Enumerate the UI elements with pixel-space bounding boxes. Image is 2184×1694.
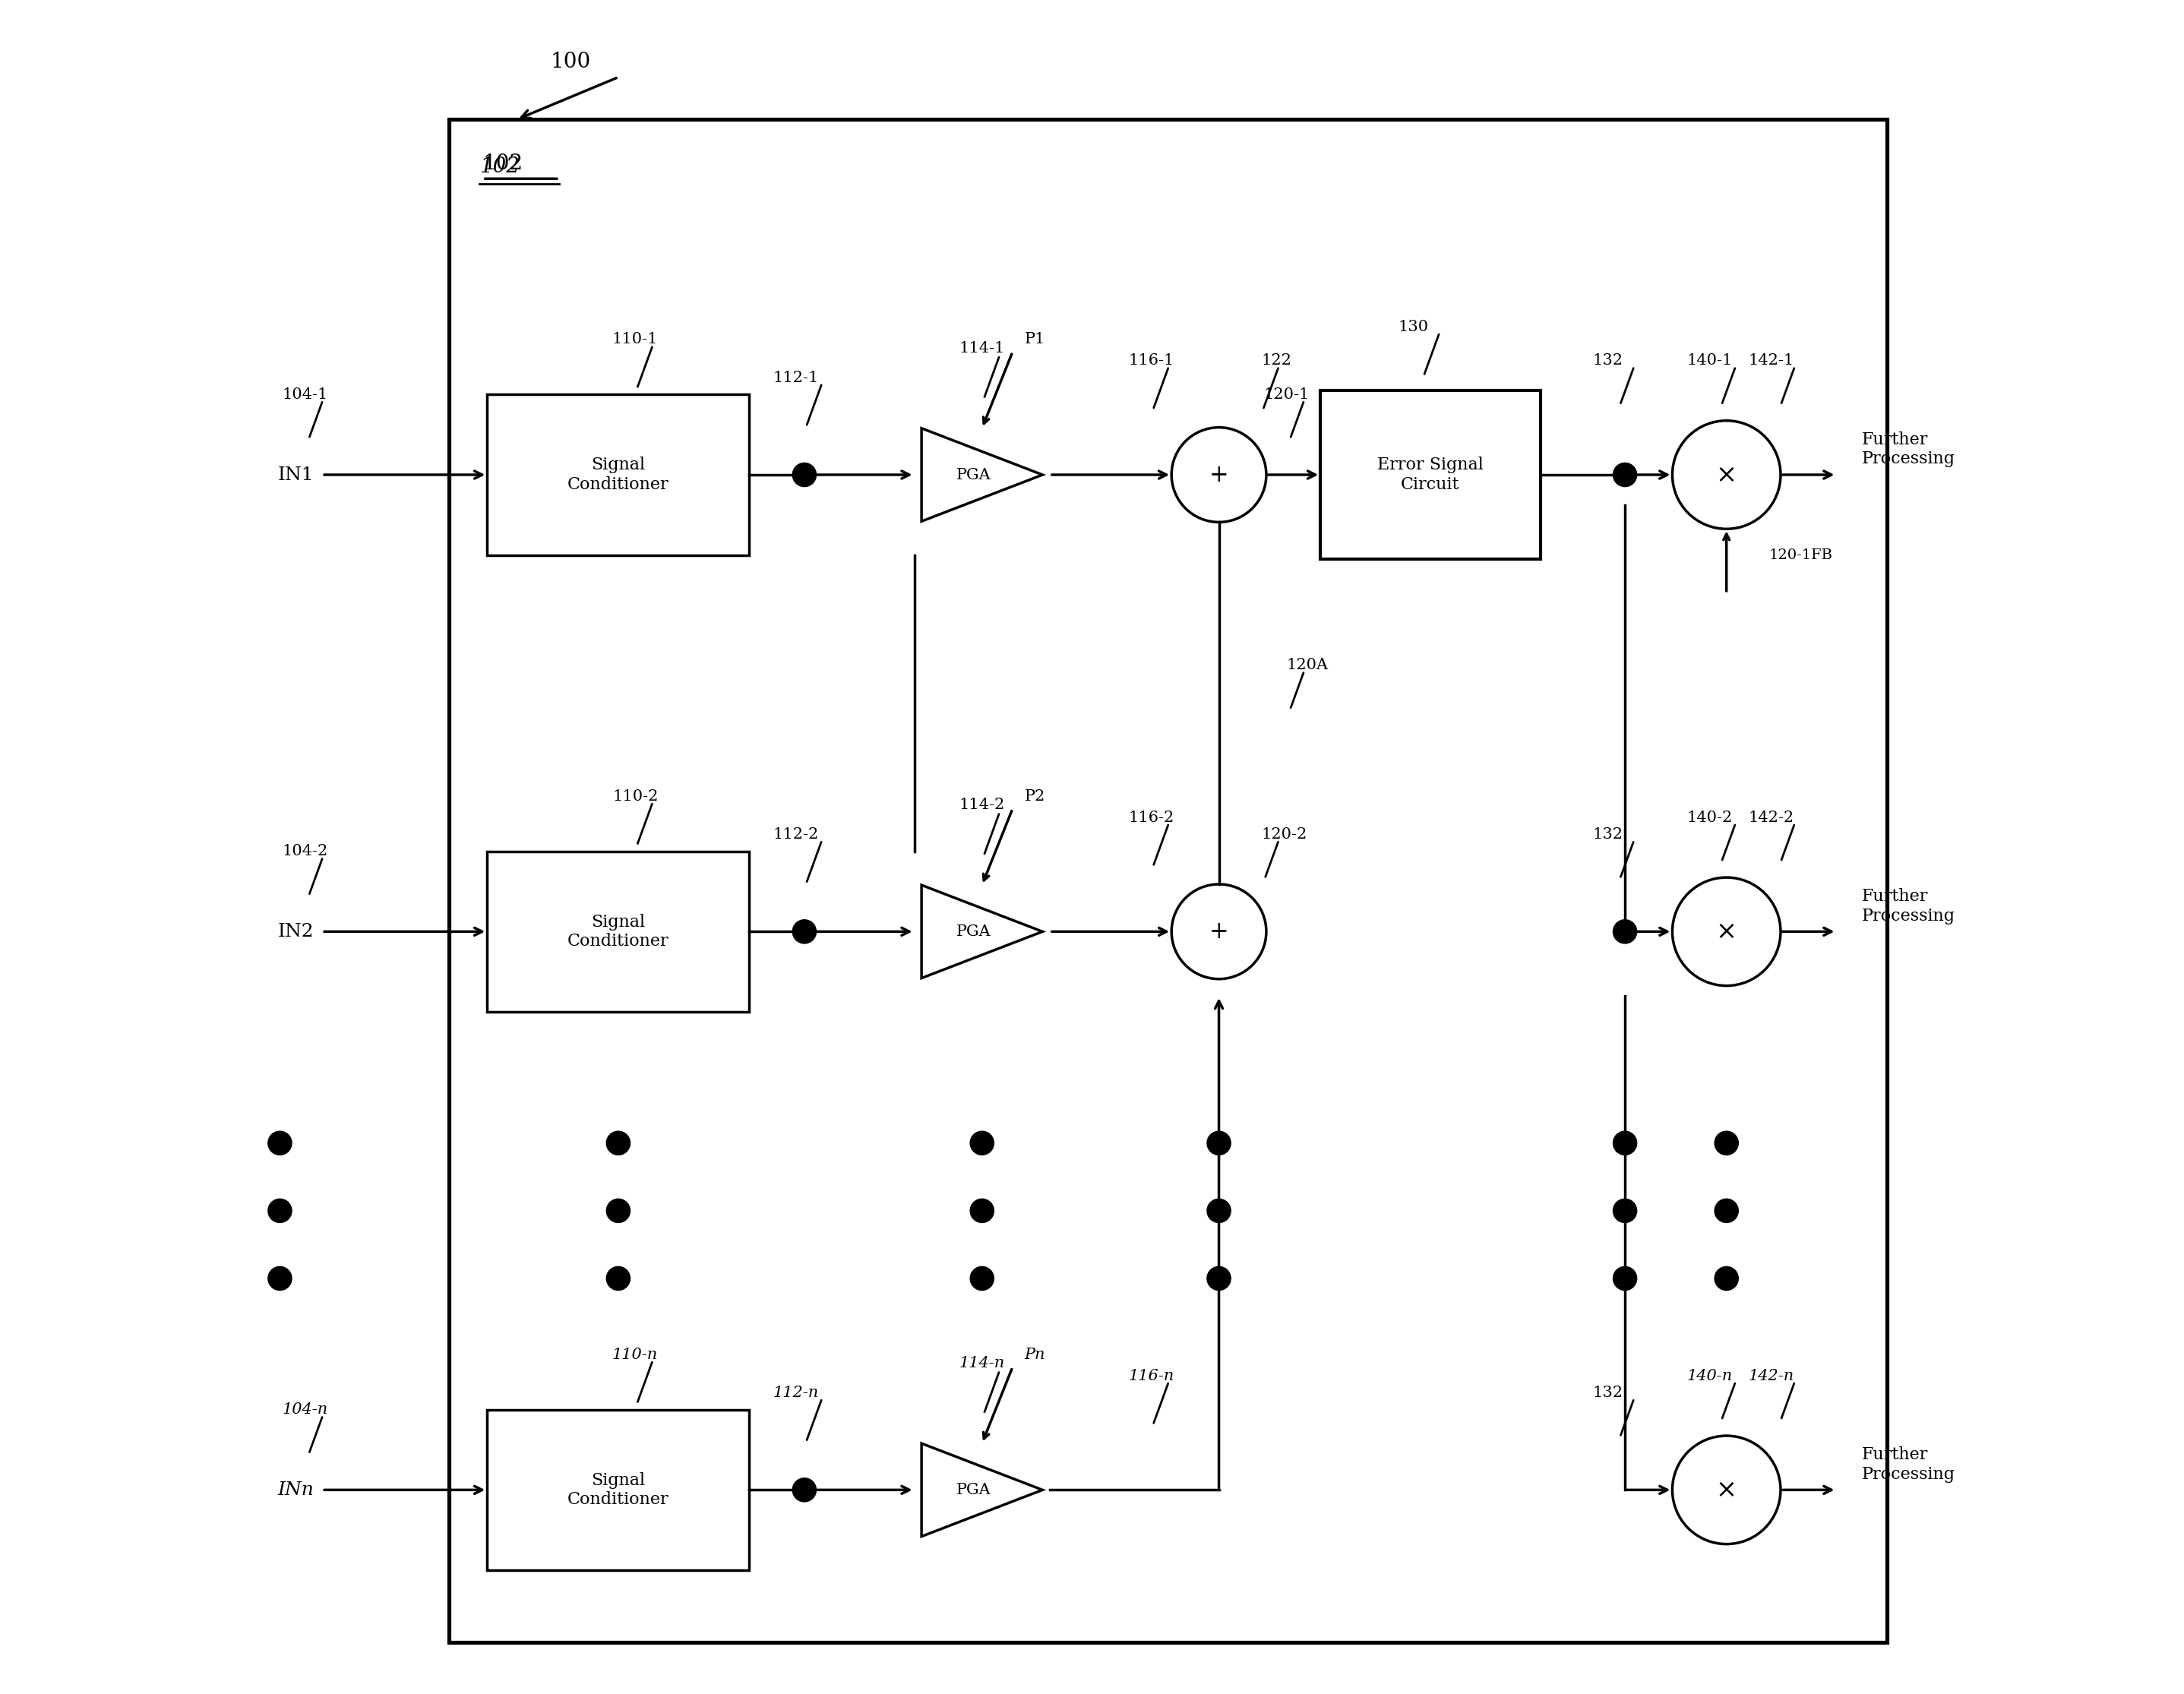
Circle shape — [970, 1199, 994, 1223]
Circle shape — [970, 1132, 994, 1155]
Circle shape — [1614, 1132, 1636, 1155]
Polygon shape — [922, 884, 1042, 977]
Text: INn: INn — [277, 1481, 314, 1499]
Text: 114-1: 114-1 — [959, 340, 1005, 356]
Text: IN1: IN1 — [277, 466, 314, 483]
Text: 110-2: 110-2 — [612, 789, 657, 803]
Text: 114-n: 114-n — [959, 1355, 1005, 1370]
Text: 130: 130 — [1398, 320, 1428, 334]
Circle shape — [1614, 1267, 1636, 1291]
Circle shape — [1673, 877, 1780, 986]
Text: P1: P1 — [1024, 332, 1046, 347]
Circle shape — [1614, 1199, 1636, 1223]
Circle shape — [1714, 1199, 1738, 1223]
Text: 132: 132 — [1592, 827, 1623, 842]
Text: 120-2: 120-2 — [1260, 827, 1306, 842]
Text: 112-2: 112-2 — [773, 827, 819, 842]
Text: 140-1: 140-1 — [1686, 354, 1732, 368]
Text: Signal
Conditioner: Signal Conditioner — [568, 913, 668, 950]
Bar — [450, 120, 1887, 1641]
Text: Signal
Conditioner: Signal Conditioner — [568, 1472, 668, 1508]
Circle shape — [1673, 1437, 1780, 1543]
Polygon shape — [922, 1443, 1042, 1536]
Circle shape — [1208, 1199, 1232, 1223]
Circle shape — [793, 462, 817, 486]
Text: 140-2: 140-2 — [1686, 810, 1732, 825]
Text: 120-1: 120-1 — [1265, 388, 1310, 401]
Circle shape — [1171, 427, 1267, 522]
Circle shape — [1614, 462, 1636, 486]
Circle shape — [1171, 884, 1267, 979]
Text: +: + — [1210, 920, 1230, 944]
Bar — [487, 395, 749, 556]
Text: PGA: PGA — [957, 468, 992, 483]
Circle shape — [793, 920, 817, 944]
Text: P2: P2 — [1024, 789, 1044, 803]
Text: Further
Processing: Further Processing — [1861, 1447, 1955, 1482]
Circle shape — [1208, 1132, 1232, 1155]
Text: 122: 122 — [1260, 354, 1291, 368]
Text: 110-n: 110-n — [612, 1347, 657, 1362]
Text: PGA: PGA — [957, 1482, 992, 1497]
Circle shape — [269, 1267, 293, 1291]
Text: ×: × — [1717, 1477, 1736, 1503]
Text: PGA: PGA — [957, 925, 992, 938]
Circle shape — [793, 1479, 817, 1503]
Text: 132: 132 — [1592, 1386, 1623, 1399]
Text: 132: 132 — [1592, 354, 1623, 368]
Text: Error Signal
Circuit: Error Signal Circuit — [1378, 457, 1483, 493]
Text: 102: 102 — [483, 154, 524, 174]
Circle shape — [607, 1132, 631, 1155]
Text: 116-1: 116-1 — [1129, 354, 1175, 368]
Bar — [487, 1409, 749, 1570]
Text: Further
Processing: Further Processing — [1861, 888, 1955, 925]
Circle shape — [607, 1267, 631, 1291]
Text: Further
Processing: Further Processing — [1861, 432, 1955, 468]
Text: 112-1: 112-1 — [773, 371, 819, 385]
Text: Signal
Conditioner: Signal Conditioner — [568, 457, 668, 493]
Text: 114-2: 114-2 — [959, 798, 1005, 811]
Polygon shape — [922, 429, 1042, 522]
Text: 104-1: 104-1 — [282, 388, 328, 401]
Text: 142-2: 142-2 — [1749, 810, 1793, 825]
Text: ×: × — [1717, 462, 1736, 486]
Text: 116-2: 116-2 — [1129, 810, 1175, 825]
Circle shape — [607, 1199, 631, 1223]
Text: IN2: IN2 — [277, 923, 314, 940]
Circle shape — [269, 1199, 293, 1223]
Bar — [1321, 390, 1540, 559]
Text: 112-n: 112-n — [773, 1386, 819, 1399]
Text: 142-1: 142-1 — [1749, 354, 1793, 368]
Circle shape — [269, 1132, 293, 1155]
Text: 110-1: 110-1 — [612, 332, 657, 347]
Circle shape — [1208, 1267, 1232, 1291]
Text: +: + — [1210, 462, 1230, 486]
Text: ×: × — [1717, 920, 1736, 944]
Bar — [487, 850, 749, 1011]
Circle shape — [1714, 1132, 1738, 1155]
Text: 104-2: 104-2 — [282, 844, 328, 859]
Text: 104-n: 104-n — [282, 1403, 328, 1416]
Text: 142-n: 142-n — [1749, 1369, 1793, 1382]
Text: 102: 102 — [480, 158, 520, 178]
Text: 120-1FB: 120-1FB — [1769, 549, 1832, 562]
Circle shape — [1714, 1267, 1738, 1291]
Text: 140-n: 140-n — [1686, 1369, 1732, 1382]
Text: 120A: 120A — [1286, 657, 1328, 673]
Text: 100: 100 — [550, 53, 592, 73]
Text: 116-n: 116-n — [1129, 1369, 1175, 1382]
Text: Pn: Pn — [1024, 1347, 1046, 1362]
Circle shape — [1614, 920, 1636, 944]
Circle shape — [1673, 420, 1780, 529]
Circle shape — [970, 1267, 994, 1291]
